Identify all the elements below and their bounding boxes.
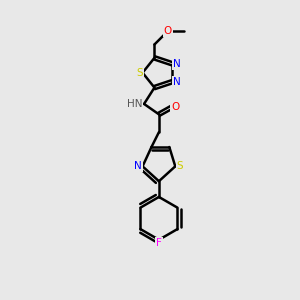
Text: O: O [164, 26, 172, 36]
Text: S: S [176, 161, 183, 171]
Text: S: S [136, 68, 143, 78]
Text: N: N [134, 161, 142, 171]
Text: F: F [156, 238, 162, 248]
Text: N: N [173, 76, 181, 87]
Text: HN: HN [127, 99, 142, 109]
Text: N: N [173, 59, 181, 69]
Text: O: O [171, 102, 179, 112]
